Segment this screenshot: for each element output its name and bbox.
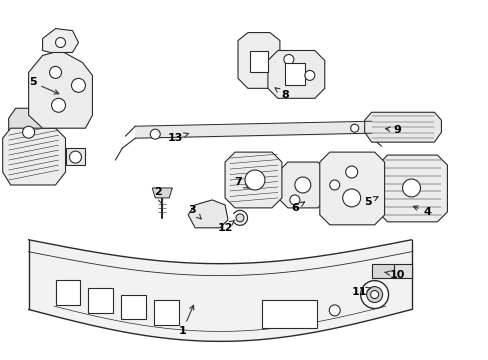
Circle shape [342,189,360,207]
Text: 5: 5 [363,197,377,207]
Bar [371,264,393,278]
Circle shape [244,170,264,190]
Polygon shape [267,50,324,98]
Text: 4: 4 [412,206,430,217]
Polygon shape [279,53,297,66]
Circle shape [345,166,357,178]
Circle shape [22,126,35,138]
Polygon shape [65,148,85,165]
Circle shape [294,177,310,193]
Polygon shape [277,162,327,208]
Circle shape [366,287,382,302]
Text: 5: 5 [29,77,59,94]
Text: 3: 3 [188,205,201,219]
Circle shape [236,214,244,222]
Circle shape [360,280,388,309]
Circle shape [150,129,160,139]
Circle shape [328,305,340,316]
Circle shape [402,179,420,197]
Circle shape [71,78,85,92]
Circle shape [350,124,358,132]
Circle shape [329,180,339,190]
Polygon shape [152,188,172,198]
Polygon shape [9,108,48,155]
Bar [56,280,81,305]
Text: 10: 10 [384,270,405,280]
Circle shape [289,195,299,205]
Polygon shape [224,152,281,208]
Circle shape [51,98,65,112]
Bar [121,294,146,319]
Bar [154,300,179,325]
Circle shape [56,37,65,48]
Bar [88,288,113,312]
Polygon shape [319,152,384,225]
Circle shape [49,67,61,78]
Text: 6: 6 [290,202,304,213]
Text: 1: 1 [178,305,193,336]
Text: 7: 7 [234,177,248,188]
Circle shape [69,151,81,163]
Bar [285,63,304,85]
Text: 9: 9 [385,125,401,135]
Polygon shape [188,200,227,228]
Text: 12: 12 [217,220,234,233]
Circle shape [370,291,378,298]
Text: 13: 13 [167,133,188,143]
Polygon shape [29,240,411,341]
Polygon shape [238,32,279,88]
Polygon shape [377,155,447,222]
Polygon shape [29,50,92,128]
Circle shape [284,54,293,64]
Text: 11: 11 [351,287,370,297]
Bar [393,264,411,278]
Circle shape [304,71,314,80]
Text: 2: 2 [154,187,163,204]
Polygon shape [2,128,65,185]
Text: 8: 8 [275,88,288,100]
Polygon shape [364,112,441,142]
Polygon shape [42,28,78,53]
Bar [249,50,267,72]
Bar [262,300,316,328]
